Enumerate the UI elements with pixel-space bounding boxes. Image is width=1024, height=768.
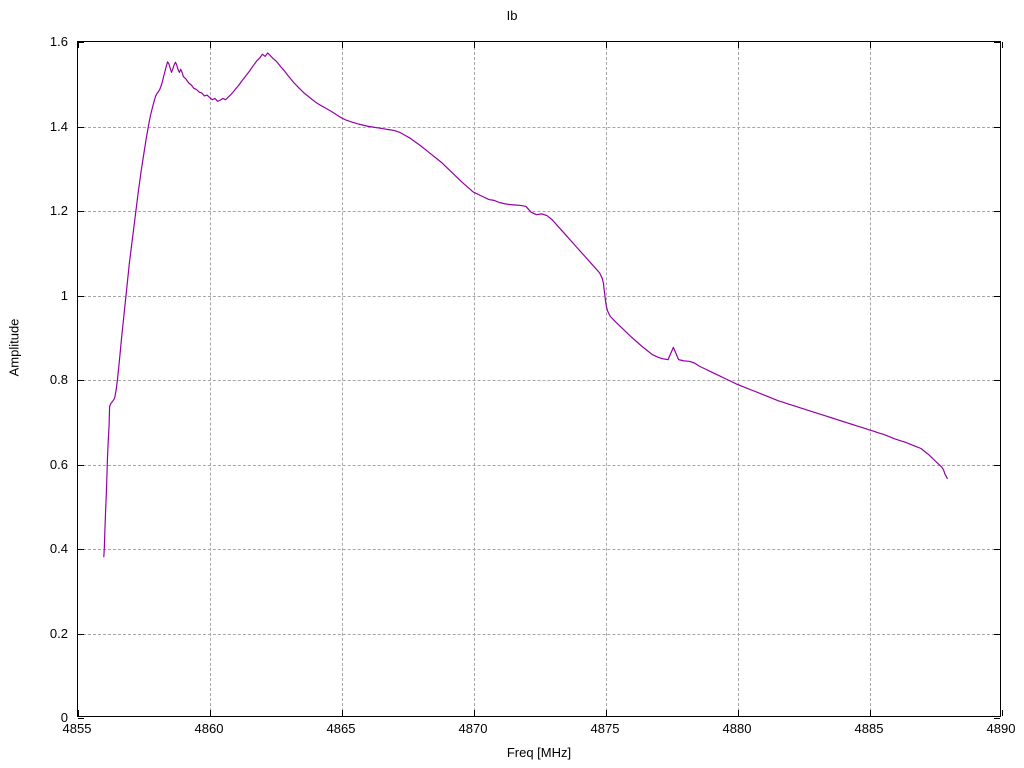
x-axis-tick	[738, 42, 739, 48]
x-axis-tick	[870, 710, 871, 716]
y-tick-label: 0.6	[49, 456, 68, 472]
y-axis-tick	[994, 718, 1000, 719]
y-axis-tick	[78, 549, 84, 550]
x-axis-tick	[78, 710, 79, 716]
x-axis-tick	[606, 42, 607, 48]
gridline-horizontal	[78, 633, 1000, 635]
x-axis-tick	[210, 42, 211, 48]
x-axis-tick	[738, 710, 739, 716]
y-axis-tick	[78, 718, 84, 719]
x-tick-label: 4870	[458, 721, 488, 736]
plot-frame	[77, 41, 1003, 719]
y-tick-label: 1	[60, 287, 68, 303]
gridline-vertical	[738, 42, 739, 716]
chart-title: Ib	[506, 8, 518, 23]
y-axis-tick	[994, 295, 1000, 297]
x-axis-tick	[342, 42, 343, 48]
y-tick-label: 0	[60, 710, 68, 725]
y-axis-tick	[78, 295, 84, 297]
y-tick-label: 0.4	[49, 541, 68, 556]
y-axis-tick	[994, 42, 1000, 43]
x-axis-tick	[78, 42, 79, 48]
x-tick-label: 4865	[326, 721, 356, 736]
gridline-horizontal	[78, 126, 1000, 128]
x-axis-tick	[1002, 710, 1003, 716]
y-axis-tick	[994, 464, 1000, 466]
x-tick-label: 4885	[854, 721, 884, 736]
x-axis-tick	[474, 710, 475, 716]
gridline-horizontal	[78, 295, 1000, 297]
y-axis-tick	[78, 211, 84, 212]
x-tick-label: 4880	[722, 721, 752, 736]
x-tick-label: 4875	[590, 721, 620, 736]
gridline-vertical	[606, 42, 607, 716]
x-axis-label: Freq [MHz]	[506, 745, 572, 760]
y-axis-tick	[78, 380, 84, 381]
y-tick-label: 1.2	[49, 203, 68, 218]
y-axis-tick	[78, 42, 84, 43]
y-tick-label: 1.6	[49, 34, 68, 49]
y-axis-tick	[994, 126, 1000, 128]
y-axis-tick	[994, 211, 1000, 212]
x-axis-tick	[606, 710, 607, 716]
gridline-horizontal	[78, 211, 1000, 212]
y-axis-tick	[78, 464, 84, 466]
data-series-layer	[103, 52, 948, 558]
x-axis-tick	[474, 42, 475, 48]
x-axis-tick	[210, 710, 211, 716]
gridline-vertical	[210, 42, 211, 716]
gridline-horizontal	[78, 380, 1000, 381]
y-axis-tick	[78, 126, 84, 128]
y-axis-tick	[78, 633, 84, 635]
x-tick-label: 4860	[194, 721, 224, 736]
x-axis-tick	[342, 710, 343, 716]
y-axis-tick	[994, 380, 1000, 381]
x-axis-tick	[1002, 42, 1003, 48]
series-line-ib	[103, 52, 948, 558]
y-tick-label: 0.8	[49, 372, 68, 387]
gridline-vertical	[342, 42, 343, 716]
y-tick-label: 0.2	[49, 625, 68, 641]
gridline-vertical	[870, 42, 871, 716]
x-axis-tick	[870, 42, 871, 48]
y-axis-tick	[994, 633, 1000, 635]
y-tick-label: 1.4	[49, 118, 68, 134]
x-tick-label: 4890	[986, 721, 1016, 736]
gridline-vertical	[474, 42, 475, 716]
x-tick-label: 4855	[62, 721, 92, 736]
gridline-horizontal	[78, 464, 1000, 466]
y-axis-tick	[994, 549, 1000, 550]
gridline-horizontal	[78, 549, 1000, 550]
